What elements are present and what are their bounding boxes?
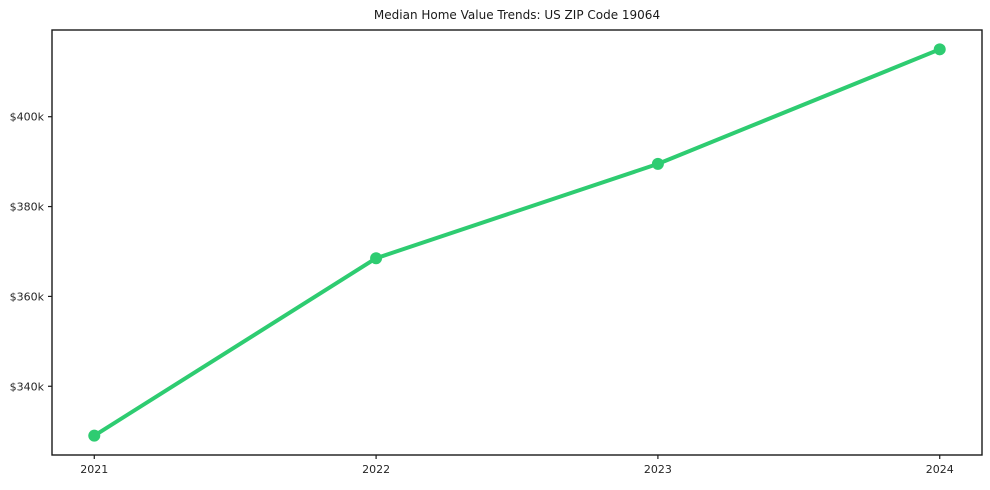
plot-frame bbox=[51, 29, 983, 456]
y-tick-label: $360k bbox=[10, 290, 45, 303]
data-line bbox=[92, 47, 942, 438]
data-point-marker bbox=[933, 43, 946, 56]
data-point-marker bbox=[651, 157, 664, 170]
data-point-marker bbox=[370, 252, 383, 265]
y-tick-label: $400k bbox=[10, 111, 45, 124]
x-tick-label: 2022 bbox=[362, 463, 390, 476]
chart-title: Median Home Value Trends: US ZIP Code 19… bbox=[373, 8, 661, 22]
data-point-marker bbox=[88, 429, 101, 442]
x-tick-label: 2021 bbox=[80, 463, 108, 476]
x-tick-label: 2023 bbox=[644, 463, 672, 476]
y-tick-label: $380k bbox=[10, 201, 45, 214]
y-tick-label: $340k bbox=[10, 380, 45, 393]
x-tick-label: 2024 bbox=[926, 463, 954, 476]
